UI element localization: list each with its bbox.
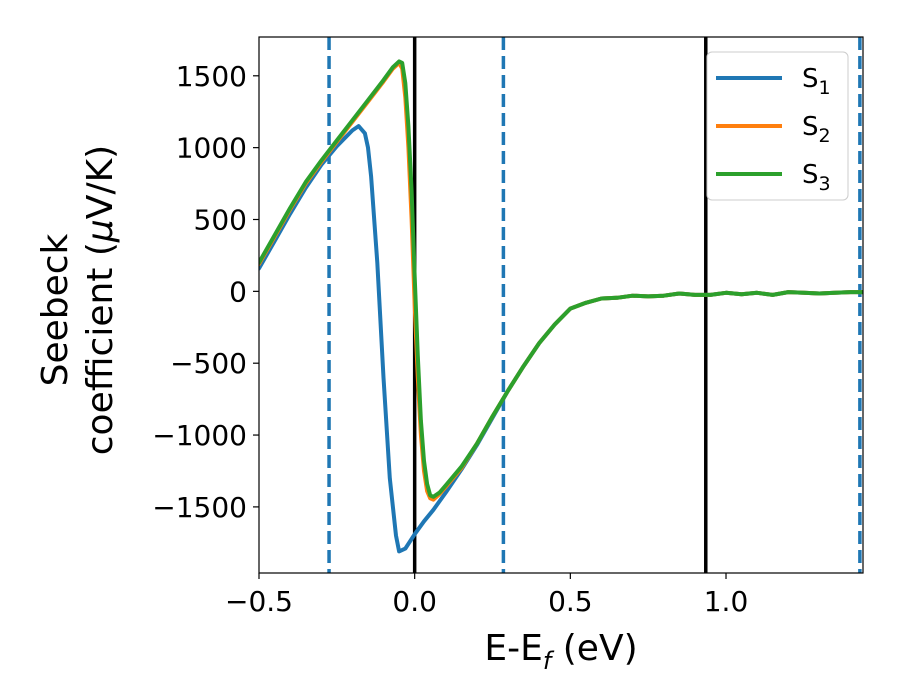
x-tick-label: 0.0 [392,585,437,618]
y-tick-label: −1000 [152,419,247,452]
y-tick-label: 500 [194,203,247,236]
y-tick-label: 1500 [176,60,247,93]
legend: S1 S2 S3 [706,51,849,201]
y-tick-label: −1500 [152,491,247,524]
legend-label-s2: S2 [802,112,831,147]
plot-frame [258,36,864,574]
y-axis-title-line1: Seebeck [35,233,76,386]
series-layer [259,59,863,554]
y-tick-label: −500 [170,347,247,380]
x-axis: −0.5 0.0 0.5 1.0 [225,573,748,618]
y-tick-label: 1000 [176,132,247,165]
x-axis-title: E-Ef (eV) [484,628,637,675]
legend-label-s1: S1 [802,64,831,99]
y-axis: 1500 1000 500 0 −500 −1000 −1500 [152,60,259,524]
series-line-s3 [259,59,863,499]
x-tick-label: −0.5 [225,585,293,618]
x-tick-label: 0.5 [548,585,593,618]
y-tick-label: 0 [229,275,247,308]
y-axis-title-line2: coefficient (μV/K) [80,145,121,455]
x-tick-label: 1.0 [704,585,749,618]
legend-label-s3: S3 [802,160,831,195]
